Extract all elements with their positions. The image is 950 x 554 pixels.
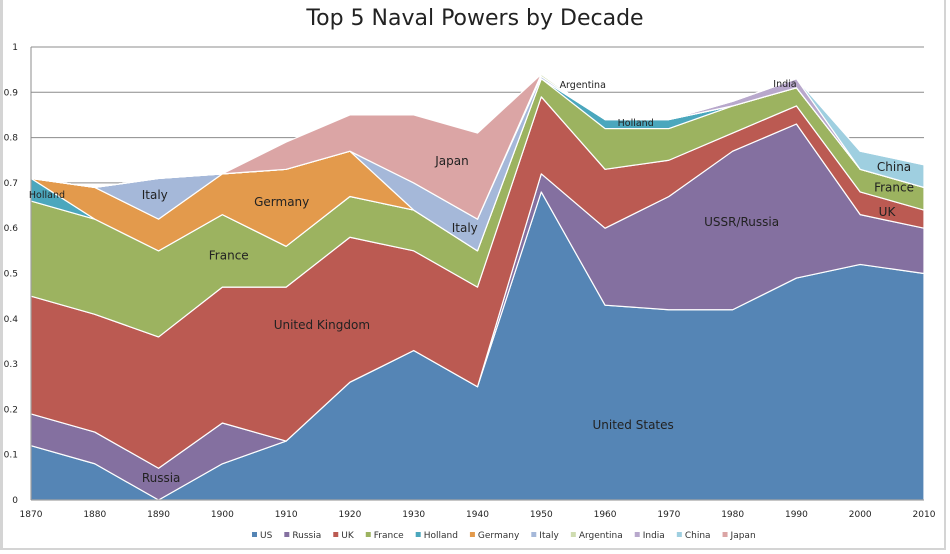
area-label: China xyxy=(877,160,911,174)
x-tick-label: 2010 xyxy=(913,510,936,520)
y-tick-label: 0.9 xyxy=(4,88,19,98)
y-tick-label: 1 xyxy=(12,43,18,53)
legend-item-argentina: Argentina xyxy=(570,531,623,541)
area-label: Italy xyxy=(142,188,168,202)
legend-item-germany: Germany xyxy=(469,531,520,541)
legend-item-japan: Japan xyxy=(722,531,756,541)
area-label: Russia xyxy=(142,471,181,485)
legend-item-russia: Russia xyxy=(284,531,321,541)
area-label: Holland xyxy=(618,118,654,129)
legend-label: France xyxy=(374,531,404,541)
legend-label: Russia xyxy=(292,531,321,541)
legend-item-india: India xyxy=(634,531,665,541)
area-label: Holland xyxy=(29,190,65,201)
area-label: USSR/Russia xyxy=(704,215,779,229)
legend-label: UK xyxy=(341,531,355,541)
legend-swatch xyxy=(333,532,339,537)
legend-swatch xyxy=(252,532,257,537)
legend-swatch xyxy=(722,532,728,537)
y-tick-label: 0.1 xyxy=(4,451,18,461)
legend-item-uk: UK xyxy=(333,531,355,541)
legend-item-france: France xyxy=(365,531,404,541)
y-tick-label: 0.4 xyxy=(4,315,19,325)
x-tick-label: 1870 xyxy=(20,510,43,520)
area-label: UK xyxy=(879,205,897,219)
area-japan xyxy=(30,73,925,220)
x-tick-label: 1970 xyxy=(657,510,680,520)
legend-item-us: US xyxy=(252,531,273,541)
area-label: Argentina xyxy=(560,80,606,91)
legend-swatch xyxy=(676,532,682,537)
x-tick-label: 1900 xyxy=(211,510,234,520)
x-tick-label: 1980 xyxy=(721,510,744,520)
y-tick-label: 0.2 xyxy=(4,405,18,415)
legend-swatch xyxy=(469,532,475,537)
area-label: France xyxy=(209,248,249,262)
legend-label: Japan xyxy=(730,531,756,541)
x-tick-label: 1920 xyxy=(338,510,361,520)
legend-label: Italy xyxy=(539,531,559,541)
area-label: India xyxy=(773,79,796,90)
legend-label: China xyxy=(685,531,711,541)
area-label: United States xyxy=(593,418,674,432)
legend-swatch xyxy=(570,532,576,537)
area-label: Japan xyxy=(434,154,468,168)
legend-item-holland: Holland xyxy=(415,531,458,541)
x-tick-label: 1930 xyxy=(402,510,425,520)
legend-label: Holland xyxy=(424,531,458,541)
x-tick-label: 1960 xyxy=(594,510,617,520)
legend-item-italy: Italy xyxy=(531,531,559,541)
legend-label: Argentina xyxy=(579,531,623,541)
legend-label: India xyxy=(643,531,665,541)
x-tick-label: 1880 xyxy=(83,510,106,520)
y-tick-label: 0.7 xyxy=(4,179,18,189)
axes: 0 0.1 0.2 0.3 0.4 0.5 0.6 0.7 0.8 0.9 1 1870 1880 189… xyxy=(4,43,936,520)
legend-swatch xyxy=(284,532,290,537)
area-label: Germany xyxy=(254,195,309,209)
area-label: France xyxy=(874,180,914,194)
legend-item-china: China xyxy=(676,531,711,541)
series-areas xyxy=(30,73,925,501)
legend-swatch xyxy=(415,532,421,537)
legend-label: US xyxy=(260,531,273,541)
area-label: United Kingdom xyxy=(274,318,370,332)
legend: US Russia UK France Holland Germany Italy Argen… xyxy=(252,531,756,541)
y-tick-label: 0.6 xyxy=(4,224,19,234)
x-tick-label: 2000 xyxy=(849,510,872,520)
legend-label: Germany xyxy=(478,531,520,541)
legend-swatch xyxy=(634,532,640,537)
legend-swatch xyxy=(531,532,537,537)
legend-swatch xyxy=(365,532,371,537)
y-tick-label: 0.5 xyxy=(4,270,18,280)
x-tick-label: 1890 xyxy=(147,510,170,520)
x-tick-label: 1940 xyxy=(466,510,489,520)
x-tick-label: 1990 xyxy=(785,510,808,520)
x-tick-label: 1910 xyxy=(275,510,298,520)
y-tick-label: 0 xyxy=(12,496,18,506)
area-label: Italy xyxy=(452,221,478,235)
x-tick-label: 1950 xyxy=(530,510,553,520)
chart-title: Top 5 Naval Powers by Decade xyxy=(306,6,644,31)
area-labels: Holland Italy Germany France United Kingdom R… xyxy=(29,79,914,485)
y-tick-label: 0.8 xyxy=(4,134,19,144)
y-tick-label: 0.3 xyxy=(4,360,18,370)
